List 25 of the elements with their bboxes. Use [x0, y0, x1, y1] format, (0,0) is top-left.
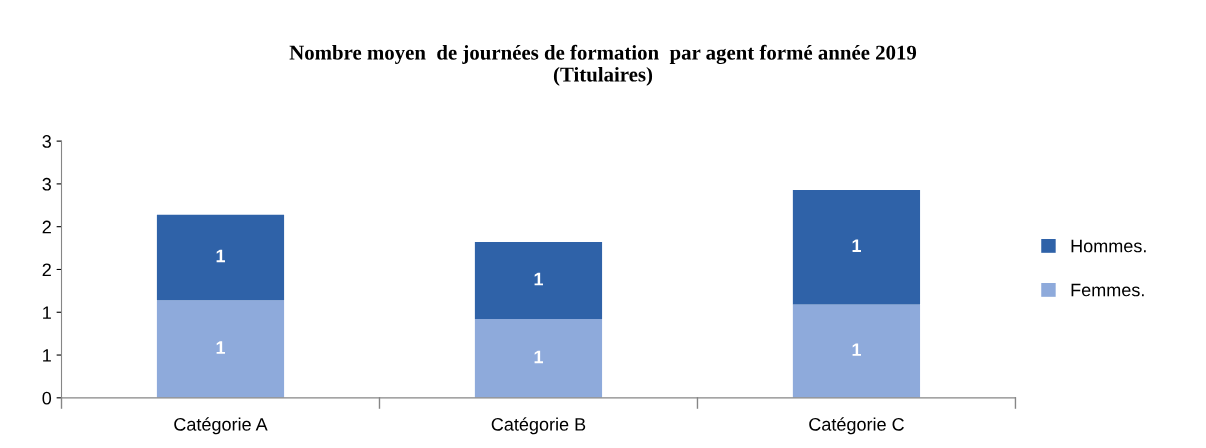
x-tick-label: Catégorie C	[809, 417, 904, 435]
y-tick-label: 2	[42, 220, 51, 234]
y-tick-label: 3	[42, 177, 51, 191]
data-label: 1	[852, 239, 861, 252]
bar	[474, 242, 603, 320]
bar	[792, 304, 921, 398]
x-tick-label: Catégorie A	[174, 417, 268, 435]
y-tick-label: 2	[42, 263, 51, 277]
y-tick-label: 3	[42, 135, 51, 148]
y-tick-label: 1	[43, 306, 51, 319]
bar	[156, 214, 285, 301]
bar	[474, 319, 603, 398]
legend-label: Hommes.	[1071, 239, 1146, 253]
legend-label: Femmes.	[1071, 283, 1144, 297]
y-tick-label: 1	[43, 349, 51, 362]
y-tick-label: 0	[42, 391, 52, 405]
bar	[792, 189, 921, 305]
data-label: 1	[216, 341, 226, 354]
chart-title: Nombre moyen de journées de formation par agent formé année 2019 (Titulaires)	[289, 44, 917, 86]
bar	[156, 300, 285, 398]
x-tick-label: Catégorie B	[491, 417, 586, 435]
data-label: 1	[534, 272, 543, 286]
data-label: 1	[216, 249, 226, 263]
data-label: 1	[852, 343, 861, 356]
data-label: 1	[534, 350, 543, 364]
